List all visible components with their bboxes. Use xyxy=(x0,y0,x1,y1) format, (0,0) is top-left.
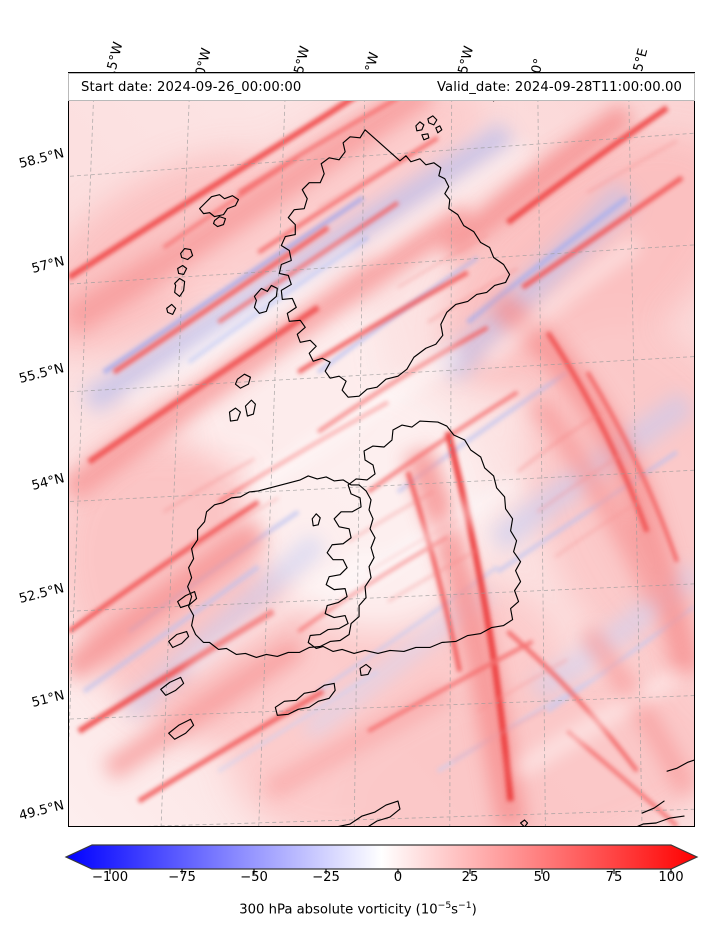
colorbar-label-base: 10 xyxy=(420,902,438,918)
vorticity-field xyxy=(69,73,694,826)
coastline-paths xyxy=(160,90,694,826)
start-date-label: Start date: 2024-09-26_00:00:00 xyxy=(81,79,302,95)
latitude-tick-label: 52.5°N xyxy=(17,581,66,607)
colorbar-tick-label: −100 xyxy=(91,870,129,885)
colorbar-axis-label: 300 hPa absolute vorticity (10−5s−1) xyxy=(0,900,716,917)
colorbar-label-text: 300 hPa absolute vorticity ( xyxy=(239,902,421,918)
colorbar[interactable]: −100 −75 −50 −25 0 25 50 75 100 300 hPa absolute… xyxy=(0,840,716,949)
latitude-axis: 58.5°N 57°N 55.5°N 54°N 52.5°N 51°N 49.5°N xyxy=(0,0,66,949)
info-title-box: Start date: 2024-09-26_00:00:00 Valid_da… xyxy=(68,73,695,101)
colorbar-label-exp1: −5 xyxy=(437,900,452,911)
colorbar-label-mid: s xyxy=(451,902,459,918)
colorbar-tick-label: 0 xyxy=(393,870,403,885)
colorbar-tick-label: 100 xyxy=(658,870,684,885)
colorbar-gradient xyxy=(64,844,699,874)
colorbar-tick-label: −75 xyxy=(168,870,196,885)
latitude-tick-label: 55.5°N xyxy=(17,361,66,387)
colorbar-tick-label: 50 xyxy=(533,870,551,885)
valid-date-label: Valid_date: 2024-09-28T11:00:00.00 xyxy=(436,79,682,95)
map-gridlines xyxy=(69,73,694,826)
latitude-tick-label: 58.5°N xyxy=(17,146,66,172)
colorbar-tick-label: −50 xyxy=(240,870,268,885)
colorbar-label-exp2: −1 xyxy=(458,900,472,911)
colorbar-tick-label: 25 xyxy=(461,870,479,885)
colorbar-tick-label: −25 xyxy=(312,870,340,885)
longitude-axis: 12.5°W 10°W 7.5°W 5°W 2.5°W 0° 2.5°E xyxy=(0,0,716,92)
map-plot-area[interactable] xyxy=(68,72,695,827)
latitude-tick-label: 54°N xyxy=(29,471,66,494)
latitude-tick-label: 49.5°N xyxy=(17,798,66,824)
latitude-tick-label: 51°N xyxy=(29,688,66,711)
colorbar-tick-label: 75 xyxy=(605,870,623,885)
latitude-tick-label: 57°N xyxy=(29,254,66,277)
colorbar-label-end: ) xyxy=(471,902,477,918)
